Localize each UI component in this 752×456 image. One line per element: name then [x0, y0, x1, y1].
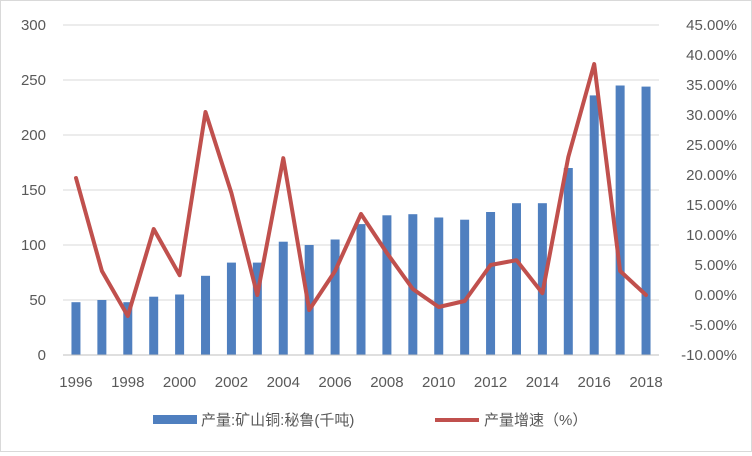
- left-tick-label: 250: [21, 72, 46, 89]
- x-tick-label: 2004: [267, 374, 300, 391]
- x-tick-label: 1998: [111, 374, 144, 391]
- bar-2014: [537, 203, 547, 355]
- right-tick-label: 5.00%: [694, 257, 737, 274]
- bar-2010: [434, 217, 444, 355]
- bar-2003: [252, 262, 262, 355]
- x-tick-label: 2008: [370, 374, 403, 391]
- right-tick-label: 25.00%: [686, 137, 737, 154]
- bar-2006: [330, 239, 340, 355]
- bar-1997: [97, 300, 107, 355]
- bar-1996: [71, 302, 81, 355]
- right-tick-label: 30.00%: [686, 107, 737, 124]
- x-axis-ticks: 1996 1998 2000 2002 2004 2006 2008 2010 2012 2014…: [59, 374, 662, 391]
- right-tick-label: -10.00%: [681, 347, 737, 364]
- bar-series: [71, 85, 651, 356]
- x-tick-label: 2006: [318, 374, 351, 391]
- legend-bar-label: 产量:矿山铜:秘鲁(千吨): [201, 412, 354, 429]
- bar-2015: [563, 168, 573, 355]
- left-tick-label: 100: [21, 237, 46, 254]
- right-tick-label: 35.00%: [686, 77, 737, 94]
- right-axis-ticks: -10.00% -5.00% 0.00% 5.00% 10.00% 15.00% 20.00…: [681, 17, 737, 364]
- x-tick-label: 2012: [474, 374, 507, 391]
- bar-2016: [589, 95, 599, 356]
- right-tick-label: 15.00%: [686, 197, 737, 214]
- left-tick-label: 200: [21, 127, 46, 144]
- bar-2004: [278, 241, 288, 355]
- x-tick-label: 2018: [629, 374, 662, 391]
- bar-2002: [226, 262, 236, 355]
- bar-1999: [149, 296, 159, 355]
- bar-2008: [382, 215, 392, 355]
- left-axis-ticks: 0 50 100 150 200 250 300: [21, 17, 46, 364]
- right-tick-label: 10.00%: [686, 227, 737, 244]
- growth-line: [74, 62, 648, 318]
- bar-2007: [356, 224, 366, 355]
- line-series: [74, 62, 648, 318]
- x-tick-label: 2000: [163, 374, 196, 391]
- right-tick-label: 40.00%: [686, 47, 737, 64]
- bar-2011: [460, 219, 470, 355]
- legend: 产量:矿山铜:秘鲁(千吨) 产量增速（%）: [153, 412, 587, 429]
- legend-line-label: 产量增速（%）: [484, 412, 587, 429]
- bar-2013: [511, 203, 521, 355]
- x-tick-label: 2014: [526, 374, 559, 391]
- right-tick-label: 45.00%: [686, 17, 737, 34]
- bar-2009: [408, 214, 418, 355]
- x-tick-label: 2016: [578, 374, 611, 391]
- bar-1998: [123, 302, 133, 355]
- left-tick-label: 50: [29, 292, 46, 309]
- bar-2017: [615, 85, 625, 355]
- bar-2001: [201, 275, 211, 355]
- right-tick-label: 0.00%: [694, 287, 737, 304]
- right-tick-label: -5.00%: [689, 317, 737, 334]
- left-tick-label: 150: [21, 182, 46, 199]
- left-tick-label: 0: [38, 347, 46, 364]
- bar-2012: [486, 212, 496, 355]
- x-tick-label: 2002: [215, 374, 248, 391]
- x-tick-label: 2010: [422, 374, 455, 391]
- left-tick-label: 300: [21, 17, 46, 34]
- legend-bar-swatch: [153, 415, 197, 424]
- bar-2018: [641, 86, 651, 355]
- x-tick-label: 1996: [59, 374, 92, 391]
- bar-2000: [175, 294, 185, 355]
- right-tick-label: 20.00%: [686, 167, 737, 184]
